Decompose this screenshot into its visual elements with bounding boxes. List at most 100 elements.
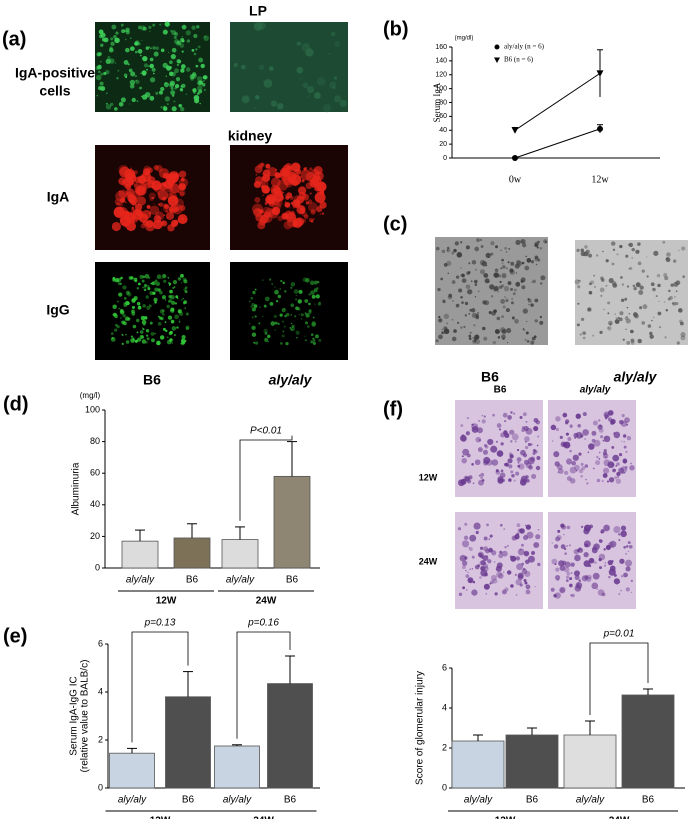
micrograph-spot bbox=[519, 528, 524, 533]
micrograph-spot bbox=[179, 43, 185, 48]
micrograph-spot bbox=[525, 584, 531, 590]
micrograph-spot bbox=[116, 316, 118, 318]
micrograph-spot bbox=[149, 291, 154, 296]
micrograph-spot bbox=[157, 189, 169, 201]
micrograph-spot bbox=[598, 458, 601, 460]
micrograph-spot bbox=[180, 299, 183, 301]
micrograph-spot bbox=[321, 169, 323, 171]
micrograph-spot bbox=[156, 340, 161, 346]
micrograph-spot bbox=[523, 535, 529, 541]
micrograph bbox=[548, 512, 636, 609]
micrograph-spot bbox=[675, 290, 678, 293]
micrograph-spot bbox=[185, 326, 190, 331]
micrograph-spot bbox=[490, 252, 494, 256]
micrograph-spot bbox=[255, 95, 260, 100]
x-tick-label: 12w bbox=[591, 174, 609, 185]
micrograph-spot bbox=[508, 478, 512, 482]
micrograph-spot bbox=[314, 303, 316, 305]
micrograph-spot bbox=[468, 547, 473, 552]
micrograph-spot bbox=[203, 75, 208, 80]
micrograph-spot bbox=[441, 331, 444, 334]
micrograph-spot bbox=[596, 478, 601, 483]
y-tick-label: 140 bbox=[435, 58, 447, 65]
micrograph-spot bbox=[131, 97, 136, 103]
micrograph-spot bbox=[306, 96, 309, 98]
micrograph-spot bbox=[537, 562, 541, 567]
marker bbox=[512, 155, 518, 161]
micrograph-spot bbox=[316, 77, 326, 86]
micrograph-spot bbox=[460, 436, 467, 442]
micrograph-spot bbox=[567, 437, 572, 441]
micrograph-spot bbox=[283, 325, 286, 328]
micrograph-spot bbox=[598, 419, 601, 422]
micrograph bbox=[455, 512, 543, 609]
micrograph-spot bbox=[146, 204, 151, 209]
micrograph-spot bbox=[612, 248, 616, 252]
micrograph-spot bbox=[123, 60, 129, 65]
y-tick-label: 6 bbox=[98, 638, 103, 648]
micrograph-spot bbox=[569, 466, 577, 474]
micrograph-spot bbox=[264, 296, 270, 302]
micrograph-spot bbox=[136, 301, 141, 306]
micrograph-spot bbox=[566, 545, 568, 547]
micrograph-spot bbox=[474, 459, 481, 466]
micrograph-spot bbox=[136, 318, 140, 323]
micrograph-spot bbox=[587, 307, 592, 312]
micrograph bbox=[435, 237, 548, 345]
micrograph-spot bbox=[283, 168, 286, 171]
micrograph-spot bbox=[504, 246, 507, 250]
micrograph-spot bbox=[662, 240, 666, 244]
micrograph-spot bbox=[501, 262, 504, 265]
micrograph-spot bbox=[515, 281, 521, 287]
micrograph-spot bbox=[534, 243, 538, 247]
micrograph-spot bbox=[468, 312, 471, 315]
micrograph-spot bbox=[480, 476, 483, 480]
micrograph-spot bbox=[446, 246, 450, 250]
micrograph-spot bbox=[125, 290, 130, 295]
micrograph-spot bbox=[515, 471, 520, 476]
micrograph-spot bbox=[162, 172, 169, 179]
col-label: aly/aly bbox=[580, 385, 611, 396]
micrograph-spot bbox=[618, 419, 624, 425]
micrograph-spot bbox=[461, 540, 470, 548]
micrograph-spot bbox=[291, 324, 295, 329]
micrograph-spot bbox=[601, 479, 604, 482]
micrograph-spot bbox=[137, 42, 141, 46]
micrograph-spot bbox=[253, 341, 256, 344]
micrograph-spot bbox=[169, 66, 173, 69]
micrograph-spot bbox=[592, 334, 595, 337]
micrograph-spot bbox=[339, 99, 347, 107]
micrograph-spot bbox=[171, 300, 176, 305]
micrograph-spot bbox=[593, 543, 600, 550]
micrograph-spot bbox=[124, 201, 127, 204]
micrograph-spot bbox=[165, 75, 167, 77]
micrograph-spot bbox=[277, 179, 289, 191]
micrograph-spot bbox=[200, 63, 205, 69]
micrograph-spot bbox=[457, 527, 462, 531]
micrograph-spot bbox=[524, 338, 527, 341]
micrograph-spot bbox=[607, 312, 610, 315]
col-label: aly/aly bbox=[269, 372, 313, 388]
micrograph-spot bbox=[515, 272, 517, 274]
micrograph-spot bbox=[535, 263, 538, 266]
micrograph-spot bbox=[501, 329, 507, 334]
micrograph-spot bbox=[591, 438, 596, 443]
micrograph-spot bbox=[534, 319, 538, 323]
micrograph-spot bbox=[493, 285, 499, 292]
micrograph-spot bbox=[279, 195, 285, 201]
micrograph-spot bbox=[201, 82, 206, 87]
micrograph-spot bbox=[116, 77, 119, 80]
micrograph-spot bbox=[505, 298, 509, 302]
micrograph-spot bbox=[524, 445, 529, 450]
micrograph-spot bbox=[456, 252, 463, 258]
series-line bbox=[514, 128, 601, 159]
micrograph-spot bbox=[510, 470, 514, 474]
micrograph-spot bbox=[273, 314, 278, 319]
micrograph-spot bbox=[167, 315, 173, 320]
micrograph-spot bbox=[577, 285, 581, 289]
micrograph-spot bbox=[461, 434, 465, 438]
micrograph-spot bbox=[511, 316, 515, 320]
micrograph-spot bbox=[493, 272, 499, 278]
micrograph-spot bbox=[184, 339, 187, 343]
micrograph-spot bbox=[519, 479, 527, 486]
